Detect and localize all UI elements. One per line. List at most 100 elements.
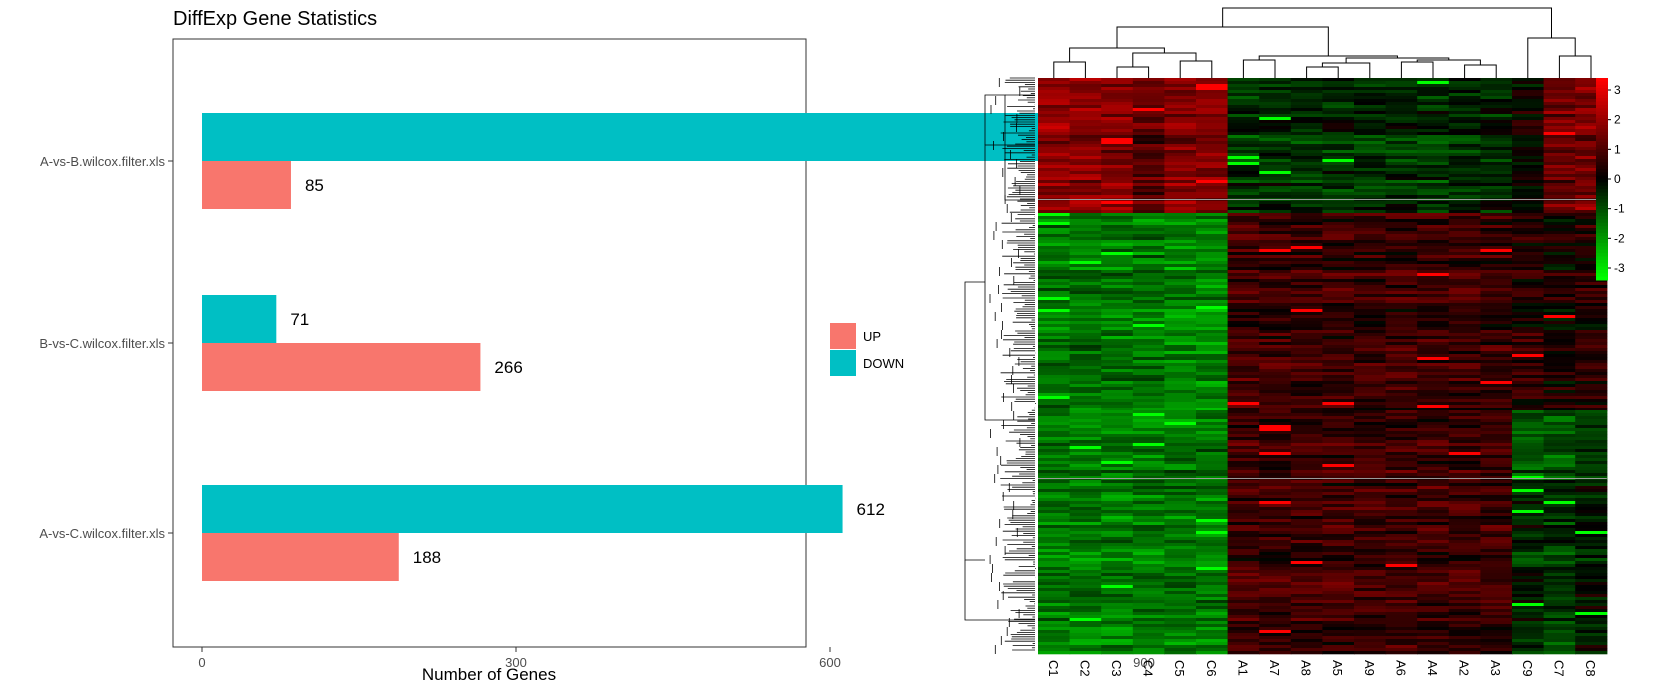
heatmap-cell	[1448, 309, 1481, 313]
heatmap-cell	[1164, 129, 1197, 133]
heatmap-cell	[1132, 114, 1165, 118]
heatmap-cell	[1101, 327, 1134, 331]
heatmap-cell	[1164, 351, 1197, 355]
heatmap-cell	[1543, 363, 1576, 367]
heatmap-cell	[1101, 489, 1134, 493]
heatmap-cell	[1259, 594, 1292, 598]
heatmap-cell	[1354, 567, 1387, 571]
heatmap-cell	[1290, 231, 1323, 235]
heatmap-cell	[1322, 504, 1355, 508]
heatmap-cell	[1259, 642, 1292, 646]
bar-chart: DiffExp Gene Statistics 9258571266612188…	[39, 8, 1212, 684]
heatmap-cell	[1259, 222, 1292, 226]
heatmap-cell	[1290, 413, 1323, 417]
heatmap-cell	[1417, 270, 1450, 274]
heatmap-cell	[1164, 470, 1197, 474]
heatmap-cell	[1069, 210, 1102, 214]
heatmap-cell	[1259, 519, 1292, 523]
heatmap-cell	[1448, 546, 1481, 550]
heatmap-cell	[1512, 144, 1545, 148]
heatmap-cell	[1480, 222, 1513, 226]
color-scale-step	[1596, 232, 1608, 237]
heatmap-cell	[1448, 434, 1481, 438]
heatmap-cell	[1069, 615, 1102, 619]
heatmap-cell	[1417, 470, 1450, 474]
color-scale-step	[1596, 145, 1608, 150]
heatmap-cell	[1448, 555, 1481, 559]
heatmap-cell	[1417, 558, 1450, 562]
heatmap-cell	[1101, 431, 1134, 435]
heatmap-cell	[1417, 318, 1450, 322]
heatmap-cell	[1354, 153, 1387, 157]
heatmap-cell	[1069, 231, 1102, 235]
heatmap-cell	[1417, 564, 1450, 568]
color-scale-step	[1596, 175, 1608, 180]
heatmap-cell	[1196, 201, 1229, 205]
heatmap-cell	[1132, 234, 1165, 238]
heatmap-cell	[1417, 390, 1450, 394]
heatmap-cell	[1259, 126, 1292, 130]
heatmap-cell	[1227, 473, 1260, 477]
heatmap-cell	[1290, 576, 1323, 580]
heatmap-cell	[1448, 492, 1481, 496]
heatmap-cell	[1417, 105, 1450, 109]
heatmap-cell	[1575, 123, 1608, 127]
heatmap-cell	[1448, 348, 1481, 352]
heatmap-cell	[1164, 111, 1197, 115]
heatmap-cell	[1385, 558, 1418, 562]
heatmap-cell	[1164, 648, 1197, 652]
heatmap-cell	[1575, 234, 1608, 238]
heatmap-cell	[1322, 440, 1355, 444]
heatmap-cell	[1512, 315, 1545, 319]
heatmap-cell	[1322, 270, 1355, 274]
heatmap-cell	[1069, 144, 1102, 148]
heatmap-cell	[1290, 108, 1323, 112]
heatmap-cell	[1385, 585, 1418, 589]
heatmap-cell	[1290, 492, 1323, 496]
heatmap-cell	[1417, 303, 1450, 307]
heatmap-cell	[1480, 81, 1513, 85]
heatmap-cell	[1354, 480, 1387, 484]
heatmap-cell	[1196, 102, 1229, 106]
heatmap-cell	[1290, 153, 1323, 157]
heatmap-cell	[1512, 579, 1545, 583]
heatmap-cell	[1480, 264, 1513, 268]
heatmap-cell	[1259, 210, 1292, 214]
heatmap-cell	[1069, 558, 1102, 562]
heatmap-cell	[1038, 402, 1071, 406]
heatmap-cell	[1512, 428, 1545, 432]
heatmap-cell	[1259, 120, 1292, 124]
heatmap-cell	[1227, 180, 1260, 184]
color-scale-step	[1596, 226, 1608, 230]
heatmap-cell	[1164, 252, 1197, 256]
heatmap-cell	[1480, 189, 1513, 193]
heatmap-cell	[1543, 159, 1576, 163]
heatmap-cell	[1480, 564, 1513, 568]
heatmap-cell	[1543, 315, 1576, 319]
heatmap-cell	[1227, 567, 1260, 571]
heatmap-cell	[1038, 120, 1071, 124]
heatmap-cell	[1448, 600, 1481, 604]
heatmap-cell	[1101, 171, 1134, 175]
heatmap-cell	[1101, 279, 1134, 283]
heatmap-cell	[1480, 237, 1513, 241]
heatmap-cell	[1354, 624, 1387, 628]
heatmap-cell	[1196, 603, 1229, 607]
heatmap-cell	[1417, 609, 1450, 613]
heatmap-cell	[1132, 410, 1165, 414]
heatmap-cell	[1385, 366, 1418, 370]
heatmap-cell	[1354, 138, 1387, 142]
heatmap-cell	[1543, 231, 1576, 235]
heatmap-cell	[1322, 357, 1355, 361]
heatmap-cell	[1385, 606, 1418, 610]
heatmap-cell	[1543, 249, 1576, 253]
heatmap-cell	[1448, 222, 1481, 226]
heatmap-cell	[1132, 540, 1165, 544]
heatmap-cell	[1385, 579, 1418, 583]
heatmap-cell	[1543, 90, 1576, 94]
heatmap-cell	[1132, 567, 1165, 571]
heatmap-cell	[1290, 375, 1323, 379]
heatmap-cell	[1448, 129, 1481, 133]
heatmap-cell	[1259, 540, 1292, 544]
heatmap-cell	[1227, 480, 1260, 484]
